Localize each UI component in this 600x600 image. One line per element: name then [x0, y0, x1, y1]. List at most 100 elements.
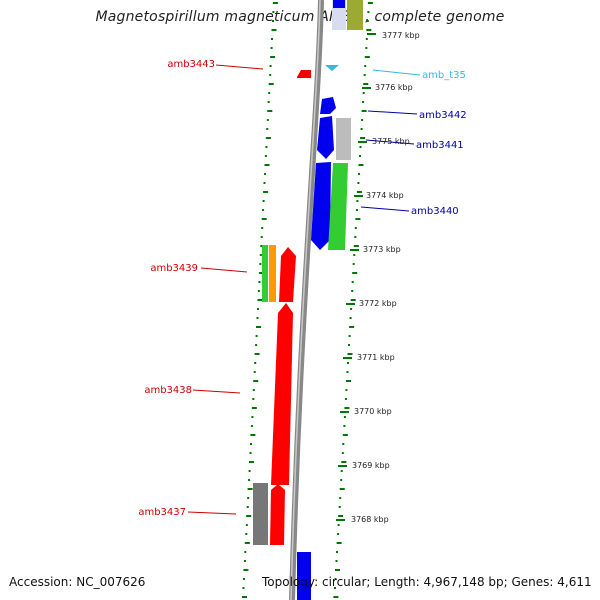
ring-dot	[335, 569, 340, 571]
ring-dot	[245, 524, 248, 526]
genome-backbone-highlight	[290, 0, 321, 600]
ring-dot	[261, 227, 264, 229]
ring-dot	[271, 38, 273, 40]
ring-dot	[272, 11, 275, 13]
ring-dot	[257, 290, 260, 292]
ring-dot	[257, 308, 259, 310]
ring-dot	[353, 254, 356, 256]
leader-amb3438	[192, 389, 241, 394]
ring-dot	[243, 569, 249, 571]
gene-green-3439[interactable]	[262, 245, 268, 302]
label-amb3437: amb3437	[138, 507, 186, 518]
map-title: Magnetospirillum magneticum AMB-1, compl…	[95, 9, 505, 25]
gene-amb3441[interactable]	[317, 116, 334, 159]
gene-amb3443[interactable]	[297, 70, 311, 78]
ring-dot	[361, 110, 367, 112]
ring-dot	[343, 425, 346, 427]
ring-dot	[244, 551, 247, 553]
ring-dot	[357, 182, 360, 184]
leader-amb3440	[360, 206, 410, 212]
gene-amb3437[interactable]	[270, 484, 285, 545]
leader-amb3443	[215, 64, 264, 70]
ring-dot	[270, 56, 276, 58]
label-amb3438: amb3438	[144, 385, 192, 396]
gene-amb3438[interactable]	[271, 303, 293, 485]
ring-dot	[250, 425, 253, 427]
ring-dot	[272, 20, 274, 22]
ring-dot	[352, 263, 355, 265]
genome-backbone	[289, 0, 324, 600]
ring-dot	[354, 227, 357, 229]
ring-dot	[263, 182, 266, 184]
gene-orange-3439[interactable]	[269, 245, 276, 302]
ring-dot	[363, 83, 369, 85]
ring-dot	[264, 155, 267, 157]
ring-dot	[348, 335, 351, 337]
ring-dot	[258, 272, 264, 274]
ring-dot	[367, 11, 370, 13]
ring-dot	[249, 452, 252, 454]
label-amb3439: amb3439	[150, 263, 198, 274]
gene-green-3440[interactable]	[328, 163, 348, 250]
ring-dot	[334, 578, 337, 580]
ring-dot	[252, 389, 255, 391]
ring-dot	[265, 146, 268, 148]
ring-dot	[261, 218, 267, 220]
ring-dot	[360, 137, 366, 139]
ring-dot	[263, 191, 269, 193]
ring-dot	[348, 344, 350, 346]
gene-block-top-right[interactable]	[347, 0, 363, 30]
gene-block-top-blue[interactable]	[333, 0, 345, 8]
ring-dot	[267, 101, 270, 103]
ring-dot	[250, 443, 252, 445]
leader-amb3441	[365, 139, 415, 145]
ring-dot	[242, 596, 247, 598]
ring-dot	[249, 461, 254, 463]
ring-dot	[358, 164, 364, 166]
ring-dot	[265, 137, 271, 139]
ring-dot	[340, 470, 343, 472]
label-amb3442: amb3442	[419, 110, 467, 121]
major-ticks	[336, 33, 376, 521]
ring-dot	[253, 371, 256, 373]
ring-dot	[347, 362, 349, 364]
ring-dot	[339, 497, 342, 499]
ring-dot	[247, 488, 253, 490]
gene-bottom-blue[interactable]	[297, 552, 311, 600]
ring-dot	[362, 92, 365, 94]
ring-dot	[245, 533, 248, 535]
ring-dot	[346, 371, 349, 373]
label-amb_t35: amb_t35	[422, 70, 466, 81]
ring-dot	[243, 560, 246, 562]
ring-dot	[366, 20, 369, 22]
gene-gray-3437[interactable]	[253, 483, 268, 545]
ring-dot	[262, 209, 265, 211]
ring-dot	[360, 128, 363, 130]
ring-dot	[342, 443, 345, 445]
ring-dot	[270, 47, 273, 49]
leader-amb3439	[200, 267, 248, 273]
ring-dot	[258, 281, 261, 283]
ring-dot	[342, 434, 348, 436]
ring-dot	[254, 353, 260, 355]
ring-dot	[335, 560, 338, 562]
ring-dot	[256, 317, 259, 319]
ring-dot	[359, 155, 361, 157]
ring-dot	[257, 299, 263, 301]
ring-dot	[346, 380, 351, 382]
ring-dot	[250, 434, 256, 436]
gene-amb3440[interactable]	[311, 162, 331, 250]
ring-dot	[358, 173, 360, 175]
tick-label: 3768 kbp	[351, 515, 389, 524]
ring-dot	[244, 542, 250, 544]
tick-label: 3773 kbp	[363, 245, 401, 254]
ring-dot	[344, 407, 350, 409]
gene-gray-3441[interactable]	[336, 118, 351, 160]
gene-amb3439[interactable]	[279, 247, 296, 302]
gene-amb_t35[interactable]	[325, 65, 339, 71]
ring-dot	[248, 479, 251, 481]
gene-amb3442[interactable]	[320, 97, 336, 114]
leader-amb_t35	[372, 69, 421, 76]
ring-dot	[251, 416, 254, 418]
leader-amb3437	[187, 511, 237, 515]
